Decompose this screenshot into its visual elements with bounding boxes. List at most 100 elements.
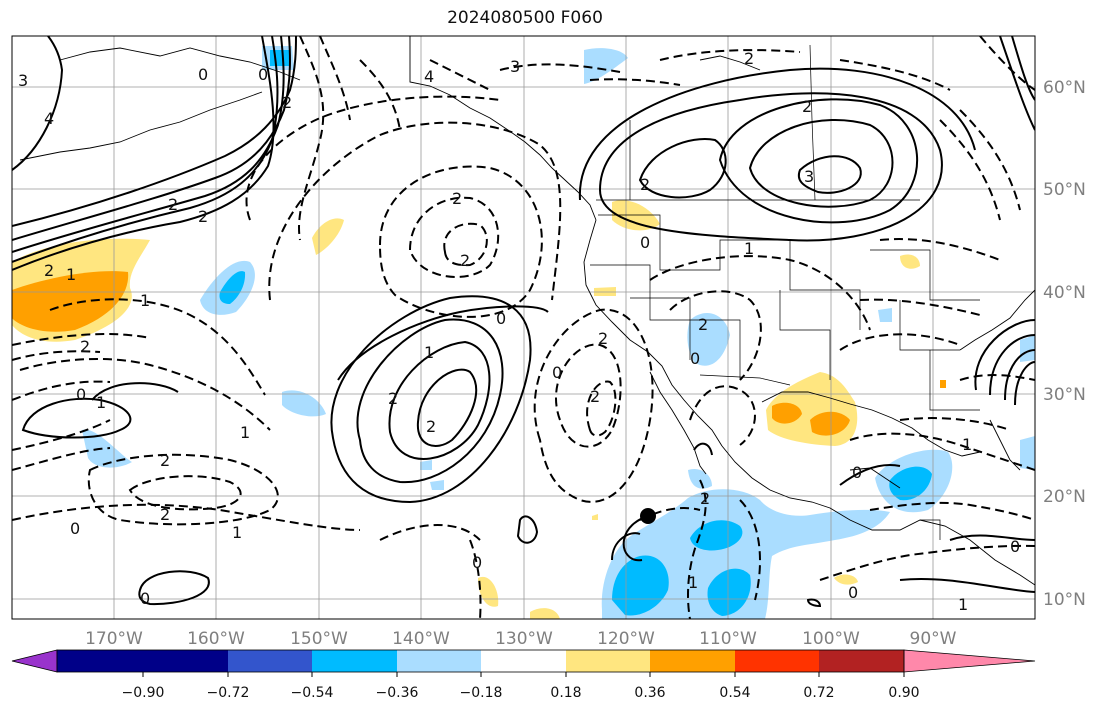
contour-label: 0	[472, 553, 482, 572]
map-frame	[11, 35, 1036, 620]
lat-label: 10°N	[1043, 590, 1086, 610]
colorbar-segment	[735, 650, 819, 672]
lat-label: 20°N	[1043, 487, 1086, 507]
contour-label: 2	[640, 175, 650, 194]
contour-label: 0	[552, 363, 562, 382]
solid-contours	[12, 36, 1035, 608]
contour-label: 0	[140, 589, 150, 608]
contour-label: 1	[96, 393, 106, 412]
lon-label: 110°W	[699, 629, 757, 649]
colorbar-segment	[143, 650, 228, 672]
longitude-labels: 170°W 160°W 150°W 140°W 130°W 120°W 110°…	[85, 629, 957, 649]
colorbar-tick-label: 0.90	[888, 685, 919, 701]
colorbar-segment	[57, 650, 143, 672]
contour-label: 2	[460, 251, 470, 270]
contour-label: 2	[698, 315, 708, 334]
lat-label: 60°N	[1043, 78, 1086, 98]
lon-label: 170°W	[85, 629, 143, 649]
contour-label: 2	[160, 451, 170, 470]
colorbar-tick-label: 0.72	[803, 685, 834, 701]
map-content: 3 4 0 0 2 4 2 3 2 2 2 2 1 1 1 1 2 2 0 0 …	[12, 36, 1035, 619]
contour-label: 0	[640, 233, 650, 252]
colorbar-tick-label: −0.54	[291, 685, 334, 701]
colorbar-tick-label: −0.90	[122, 685, 165, 701]
colorbar-segment	[481, 650, 566, 672]
contour-label: 2	[168, 195, 178, 214]
contour-label: 0	[76, 385, 86, 404]
contour-label: 0	[690, 349, 700, 368]
colorbar-under-arrow	[11, 649, 58, 673]
contour-label: 1	[232, 523, 242, 542]
lon-label: 160°W	[187, 629, 245, 649]
colorbar-ticks	[142, 672, 905, 677]
lon-label: 120°W	[597, 629, 655, 649]
contour-label: 2	[590, 387, 600, 406]
colorbar-segment	[228, 650, 312, 672]
lat-label: 40°N	[1043, 283, 1086, 303]
colorbar-tick-label: −0.72	[207, 685, 250, 701]
contour-label: 2	[282, 93, 292, 112]
colorbar: −0.90 −0.72 −0.54 −0.36 −0.18 0.18 0.36 …	[11, 649, 1036, 701]
contour-label: 4	[44, 109, 54, 128]
contour-label: 2	[452, 189, 462, 208]
contour-label: 0	[70, 519, 80, 538]
contour-label: 1	[688, 573, 698, 592]
contour-label: 0	[198, 65, 208, 84]
graticule	[12, 36, 1035, 619]
dashed-contours	[12, 36, 1035, 619]
map-title: 2024080500 F060	[447, 8, 603, 28]
contour-label: 1	[958, 595, 968, 614]
colorbar-segment	[819, 650, 904, 672]
contour-label: 1	[424, 343, 434, 362]
coastlines	[19, 36, 1035, 586]
lon-label: 130°W	[495, 629, 553, 649]
contour-label: 1	[744, 239, 754, 258]
contour-label: 0	[1010, 537, 1020, 556]
colorbar-tick-label: 0.54	[719, 685, 750, 701]
contour-label: 3	[18, 71, 28, 90]
contour-label: 2	[160, 505, 170, 524]
contour-label: 1	[66, 265, 76, 284]
contour-label: 3	[510, 57, 520, 76]
contour-label: 0	[852, 463, 862, 482]
colorbar-over-arrow	[903, 649, 1036, 673]
contour-labels: 3 4 0 0 2 4 2 3 2 2 2 2 1 1 1 1 2 2 0 0 …	[18, 49, 1020, 614]
contour-label: 2	[388, 389, 398, 408]
contour-label: 2	[700, 489, 710, 508]
contour-label: 2	[598, 329, 608, 348]
contour-label: 0	[258, 65, 268, 84]
contour-label: 0	[848, 583, 858, 602]
colorbar-tick-label: 0.36	[634, 685, 665, 701]
contour-label: 2	[198, 207, 208, 226]
lon-label: 100°W	[802, 629, 860, 649]
lat-label: 50°N	[1043, 180, 1086, 200]
map-background	[12, 36, 1035, 619]
contour-label: 0	[496, 309, 506, 328]
contour-label: 2	[80, 337, 90, 356]
colorbar-segment	[397, 650, 481, 672]
contour-label: 2	[744, 49, 754, 68]
latitude-labels: 60°N 50°N 40°N 30°N 20°N 10°N	[1043, 78, 1086, 610]
colorbar-tick-label: 0.18	[550, 685, 581, 701]
lon-label: 140°W	[392, 629, 450, 649]
colorbar-segment	[566, 650, 650, 672]
contour-label: 1	[240, 423, 250, 442]
contour-label: 4	[424, 67, 434, 86]
lat-label: 30°N	[1043, 385, 1086, 405]
contour-label: 1	[962, 435, 972, 454]
contour-label: 2	[802, 97, 812, 116]
contour-label: 3	[804, 167, 814, 186]
colorbar-tick-label: −0.18	[460, 685, 503, 701]
colorbar-segment	[312, 650, 397, 672]
contour-label: 2	[44, 261, 54, 280]
colorbar-segment	[650, 650, 735, 672]
contour-label: 2	[426, 417, 436, 436]
lon-label: 150°W	[290, 629, 348, 649]
lon-label: 90°W	[910, 629, 957, 649]
anomaly-shading	[12, 46, 1035, 619]
borders	[590, 44, 980, 540]
storm-marker	[622, 508, 656, 562]
contour-label: 1	[140, 291, 150, 310]
colorbar-tick-label: −0.36	[376, 685, 419, 701]
